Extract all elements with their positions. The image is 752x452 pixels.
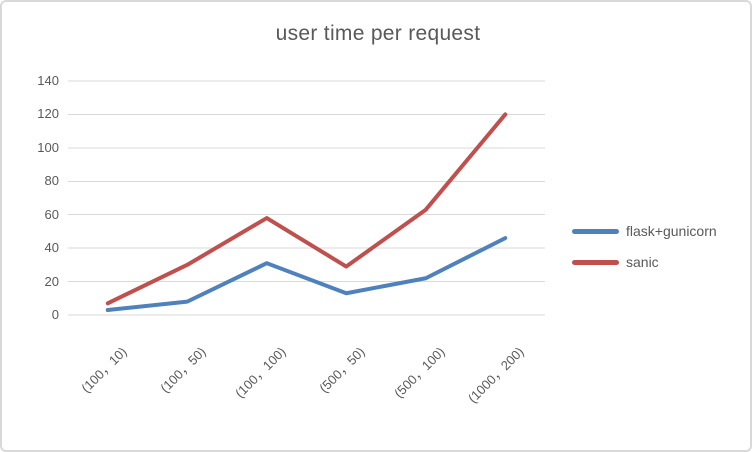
y-tick-label: 80 <box>44 173 59 189</box>
series-line-sanic <box>105 112 508 306</box>
y-tick-label: 100 <box>37 139 59 155</box>
legend-line-swatch-blue <box>572 228 619 234</box>
y-tick-label: 40 <box>44 240 59 256</box>
legend-label-sanic: sanic <box>626 254 659 270</box>
legend-item-flask-gunicorn: flask+gunicorn <box>572 222 717 240</box>
y-tick-label: 60 <box>44 206 59 222</box>
series-line-flask-gunicorn <box>105 236 508 312</box>
legend: flask+gunicorn sanic <box>572 222 717 271</box>
chart-title: user time per request <box>275 22 481 45</box>
legend-label-flask-gunicorn: flask+gunicorn <box>626 223 717 239</box>
legend-line-swatch-red <box>572 259 619 265</box>
y-tick-label: 20 <box>44 273 59 289</box>
y-tick-label: 140 <box>37 73 59 88</box>
y-tick-label: 120 <box>37 106 59 122</box>
y-tick-label: 0 <box>51 307 59 322</box>
legend-item-sanic: sanic <box>572 253 717 271</box>
